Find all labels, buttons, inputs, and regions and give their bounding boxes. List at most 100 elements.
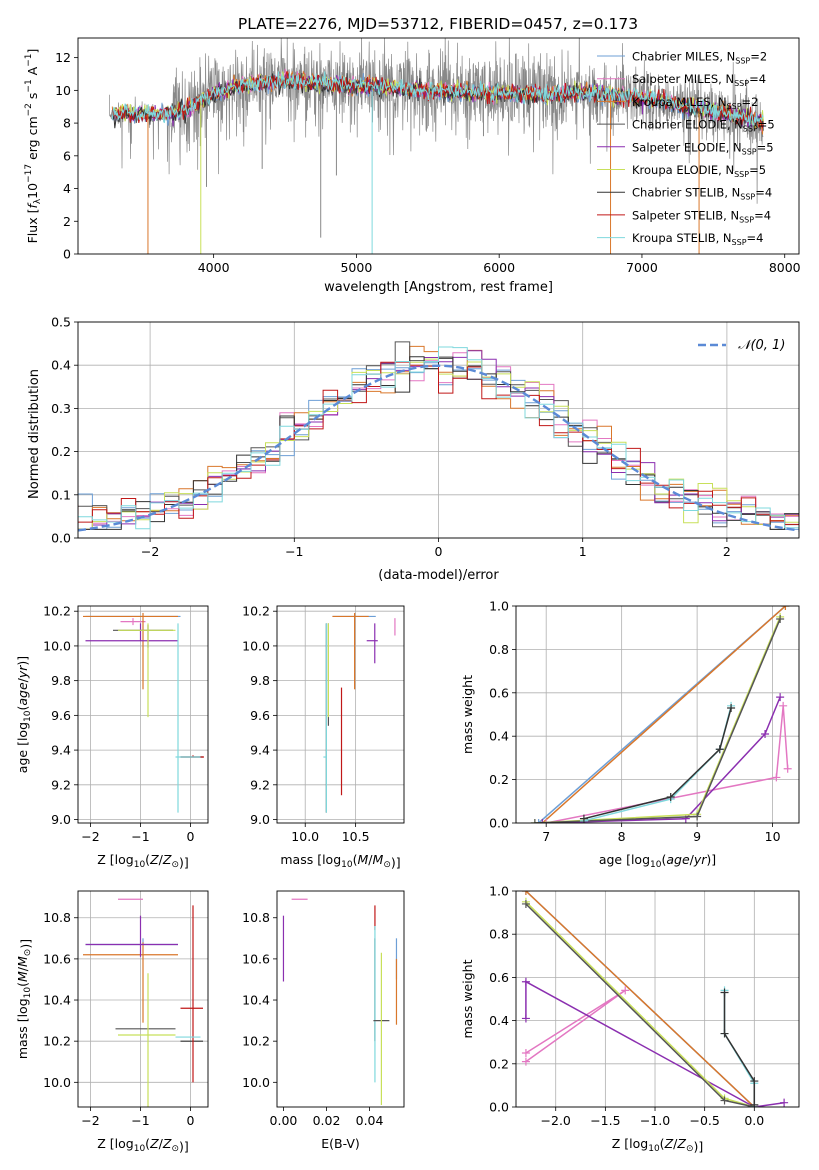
x-tick-label: −1.0 bbox=[640, 1113, 670, 1128]
weight-marker bbox=[761, 730, 770, 739]
errorbar-point bbox=[323, 623, 327, 813]
y-tick-label: 9.4 bbox=[250, 743, 270, 758]
y-tick-label: 8 bbox=[63, 116, 71, 131]
age_vs_Z-panel: −2 −1 0 9.0 9.2 9.4 9.6 9.8 10.0 10.2 Z [log10(Z/Z… bbox=[15, 604, 209, 870]
y-tick-label: 10.0 bbox=[242, 1075, 270, 1090]
x-tick-label: −1 bbox=[131, 1113, 149, 1128]
x-axis-label: mass [log10(M/M⊙)] bbox=[280, 852, 400, 870]
weight-marker bbox=[521, 977, 530, 986]
weight-marker bbox=[776, 615, 785, 624]
legend-entry: 𝒩(0, 1) bbox=[738, 338, 785, 353]
x-axis-label: (data-model)/error bbox=[378, 568, 499, 583]
weight-marker bbox=[779, 701, 788, 710]
weight-line bbox=[723, 992, 756, 1105]
y-tick-label: 10.0 bbox=[43, 638, 71, 653]
x-tick-label: 6000 bbox=[483, 260, 515, 275]
weight_vs_age-frame bbox=[515, 605, 800, 824]
x-tick-label: −1 bbox=[285, 544, 303, 559]
spectrum-model-line bbox=[111, 71, 764, 128]
y-tick-label: 9.0 bbox=[51, 812, 71, 827]
residuals-frame bbox=[77, 321, 800, 539]
weight_vs_age-lines bbox=[530, 606, 792, 823]
weight_vs_Z-axes: −2.0 −1.5 −1.0 −0.5 0.0 0.0 0.2 0.4 0.6 0.8 1.0 bbox=[489, 884, 799, 1128]
y-axis-label: Normed distribution bbox=[27, 369, 42, 499]
weight-marker bbox=[521, 1057, 530, 1066]
spectrum-series bbox=[109, 38, 764, 254]
x-tick-label: 0 bbox=[187, 1113, 195, 1128]
y-tick-label: 0.6 bbox=[489, 685, 509, 700]
y-tick-label: 10.2 bbox=[242, 604, 270, 619]
x-axis-label: Z [log10(Z/Z⊙)] bbox=[612, 1136, 704, 1154]
weight-marker bbox=[530, 819, 539, 823]
age_vs_Z-errorbars bbox=[83, 612, 204, 813]
y-tick-label: 0.5 bbox=[51, 315, 71, 330]
errorbar-point bbox=[120, 618, 146, 626]
y-tick-label: 9.0 bbox=[250, 812, 270, 827]
y-tick-label: 6 bbox=[63, 148, 71, 163]
mass_vs_ebv-axes: 0.00 0.02 0.04 10.0 10.2 10.4 10.6 10.8 bbox=[242, 910, 383, 1128]
y-tick-label: 12 bbox=[55, 50, 71, 65]
y-tick-label: 0.4 bbox=[489, 729, 509, 744]
legend-entry: Kroupa MILES, NSSP=2 bbox=[632, 95, 758, 111]
panels: 4000 5000 6000 7000 8000024681012wavelength … bbox=[15, 37, 801, 1154]
x-tick-label: −2 bbox=[81, 1113, 99, 1128]
x-tick-label: 0 bbox=[435, 544, 443, 559]
x-tick-label: 5000 bbox=[340, 260, 372, 275]
age_vs_mass-errorbars bbox=[323, 612, 396, 813]
x-tick-label: 7 bbox=[542, 829, 550, 844]
x-tick-label: −0.5 bbox=[689, 1113, 719, 1128]
y-tick-label: 9.4 bbox=[51, 743, 71, 758]
spectrum-legend: Chabrier MILES, NSSP=2 Salpeter MILES, NS… bbox=[597, 50, 775, 247]
spectrum-panel: 4000 5000 6000 7000 8000 0 2 4 6 8 10 12 wavelength … bbox=[24, 37, 801, 295]
x-tick-label: 0 bbox=[187, 829, 195, 844]
errorbar-point bbox=[83, 942, 178, 1023]
y-tick-label: 0.0 bbox=[51, 531, 71, 546]
weight-line bbox=[546, 705, 789, 823]
weight-line bbox=[583, 707, 732, 820]
weight-marker bbox=[521, 1049, 530, 1057]
y-tick-label: 9.2 bbox=[51, 777, 71, 792]
weight-marker bbox=[666, 792, 675, 801]
residual-histograms bbox=[78, 341, 799, 532]
legend-entry: Salpeter MILES, NSSP=4 bbox=[632, 72, 766, 88]
legend-entry: Chabrier STELIB, NSSP=4 bbox=[632, 186, 772, 202]
y-tick-label: 0.2 bbox=[489, 772, 509, 787]
errorbar-point bbox=[83, 612, 178, 690]
y-tick-label: 9.8 bbox=[250, 673, 270, 688]
mass_vs_Z-axes: −2 −1 0 10.0 10.2 10.4 10.6 10.8 bbox=[43, 891, 208, 1128]
weight-marker bbox=[521, 891, 530, 895]
y-tick-label: 10.8 bbox=[43, 910, 71, 925]
legend-entry: Kroupa ELODIE, NSSP=5 bbox=[632, 163, 766, 179]
errorbar-point bbox=[332, 612, 369, 690]
weight-marker bbox=[693, 812, 702, 821]
y-tick-label: 2 bbox=[63, 214, 71, 229]
y-tick-label: 10.0 bbox=[242, 638, 270, 653]
x-axis-label: wavelength [Angstrom, rest frame] bbox=[324, 280, 553, 295]
x-tick-label: 2 bbox=[723, 544, 731, 559]
residuals-panel: −2 −1 0 1 2 0.0 0.1 0.2 0.3 0.4 0.5 (data-model)/er… bbox=[27, 315, 800, 583]
y-tick-label: 10.4 bbox=[242, 993, 270, 1008]
weight-marker bbox=[750, 1077, 759, 1086]
weight-marker bbox=[781, 606, 790, 610]
y-tick-label: 0.0 bbox=[489, 816, 509, 831]
weight-line bbox=[542, 696, 781, 823]
weight-line bbox=[525, 989, 626, 1063]
errorbar-point bbox=[85, 623, 178, 642]
weight-marker bbox=[720, 1096, 729, 1105]
weight-marker bbox=[772, 773, 781, 782]
y-tick-label: 10.0 bbox=[43, 1075, 71, 1090]
legend-entry: Salpeter ELODIE, NSSP=5 bbox=[632, 140, 774, 156]
mass_vs_Z-panel: −2 −1 0 10.0 10.2 10.4 10.6 10.8 Z [log10(Z/Z⊙)]… bbox=[15, 890, 209, 1154]
y-tick-label: 9.8 bbox=[51, 673, 71, 688]
weight-marker bbox=[621, 986, 630, 995]
x-tick-label: 4000 bbox=[198, 260, 230, 275]
x-tick-label: −2 bbox=[81, 829, 99, 844]
errorbar-point bbox=[118, 623, 176, 718]
x-tick-label: −2.0 bbox=[541, 1113, 571, 1128]
y-tick-label: 0.2 bbox=[489, 1056, 509, 1071]
weight-marker bbox=[542, 819, 551, 823]
weight-marker bbox=[780, 1098, 789, 1107]
x-axis-label: Z [log10(Z/Z⊙)] bbox=[97, 852, 189, 870]
weight-marker bbox=[715, 745, 724, 754]
